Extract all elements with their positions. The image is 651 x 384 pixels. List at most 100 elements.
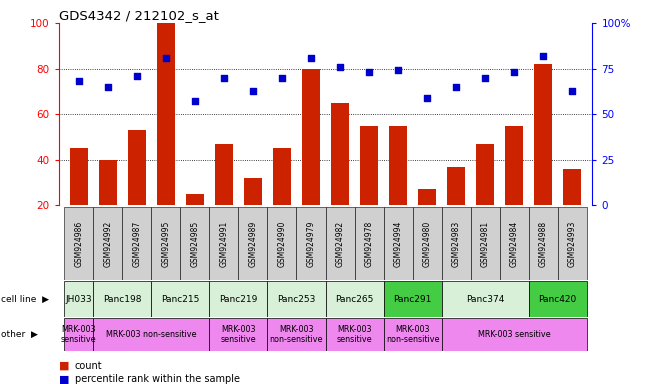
Bar [471, 207, 499, 280]
Point [451, 84, 462, 90]
Point [422, 95, 432, 101]
Bar [93, 281, 152, 317]
Point [393, 68, 403, 74]
Bar [210, 318, 268, 351]
Bar [326, 207, 355, 280]
Text: MRK-003
sensitive: MRK-003 sensitive [337, 325, 372, 344]
Point [306, 55, 316, 61]
Text: count: count [75, 361, 102, 371]
Bar [529, 281, 587, 317]
Text: MRK-003
non-sensitive: MRK-003 non-sensitive [386, 325, 439, 344]
Bar [268, 281, 326, 317]
Text: GSM924988: GSM924988 [538, 221, 547, 267]
Text: MRK-003
sensitive: MRK-003 sensitive [61, 325, 97, 344]
Text: GDS4342 / 212102_s_at: GDS4342 / 212102_s_at [59, 9, 219, 22]
Text: Panc374: Panc374 [466, 295, 505, 304]
Text: Panc253: Panc253 [277, 295, 316, 304]
Bar [499, 207, 529, 280]
Text: Panc215: Panc215 [161, 295, 200, 304]
Bar [505, 126, 523, 251]
Point [335, 64, 345, 70]
Bar [383, 281, 441, 317]
Bar [447, 167, 465, 251]
Text: GSM924993: GSM924993 [568, 221, 577, 267]
Bar [273, 149, 291, 251]
Bar [244, 178, 262, 251]
Text: GSM924984: GSM924984 [510, 221, 519, 267]
Point [509, 69, 519, 75]
Text: GSM924994: GSM924994 [394, 221, 402, 267]
Text: GSM924986: GSM924986 [74, 221, 83, 267]
Bar [383, 318, 441, 351]
Bar [238, 207, 268, 280]
Text: Panc219: Panc219 [219, 295, 258, 304]
Text: ■: ■ [59, 374, 69, 384]
Point [103, 84, 113, 90]
Point [219, 74, 229, 81]
Bar [99, 160, 117, 251]
Text: GSM924987: GSM924987 [132, 221, 141, 267]
Bar [64, 318, 93, 351]
Bar [186, 194, 204, 251]
Point [132, 73, 142, 79]
Text: GSM924983: GSM924983 [452, 221, 460, 267]
Text: GSM924985: GSM924985 [191, 221, 199, 267]
Text: GSM924995: GSM924995 [161, 221, 171, 267]
Text: MRK-003
sensitive: MRK-003 sensitive [221, 325, 256, 344]
Bar [215, 144, 232, 251]
Text: cell line  ▶: cell line ▶ [1, 295, 49, 304]
Text: GSM924982: GSM924982 [335, 221, 344, 267]
Text: GSM924989: GSM924989 [249, 221, 257, 267]
Bar [413, 207, 441, 280]
Bar [441, 318, 587, 351]
Bar [296, 207, 326, 280]
Point [567, 88, 577, 94]
Text: ■: ■ [59, 361, 69, 371]
Text: GSM924980: GSM924980 [422, 221, 432, 267]
Point [189, 98, 200, 104]
Text: Panc198: Panc198 [103, 295, 142, 304]
Point [480, 74, 490, 81]
Text: GSM924978: GSM924978 [365, 221, 374, 267]
Point [248, 88, 258, 94]
Bar [441, 207, 471, 280]
Text: GSM924981: GSM924981 [480, 221, 490, 267]
Text: MRK-003 sensitive: MRK-003 sensitive [478, 330, 550, 339]
Bar [326, 318, 383, 351]
Text: Panc265: Panc265 [335, 295, 374, 304]
Text: percentile rank within the sample: percentile rank within the sample [75, 374, 240, 384]
Text: JH033: JH033 [66, 295, 92, 304]
Bar [529, 207, 558, 280]
Bar [128, 130, 146, 251]
Bar [360, 126, 378, 251]
Point [364, 69, 374, 75]
Bar [534, 64, 552, 251]
Bar [302, 69, 320, 251]
Bar [152, 281, 210, 317]
Text: MRK-003
non-sensitive: MRK-003 non-sensitive [270, 325, 324, 344]
Bar [419, 189, 436, 251]
Bar [331, 103, 349, 251]
Bar [268, 207, 296, 280]
Bar [210, 281, 268, 317]
Text: Panc420: Panc420 [538, 295, 577, 304]
Text: GSM924979: GSM924979 [307, 221, 316, 267]
Bar [563, 169, 581, 251]
Bar [93, 318, 210, 351]
Bar [158, 23, 174, 251]
Bar [268, 318, 326, 351]
Bar [64, 281, 93, 317]
Bar [93, 207, 122, 280]
Bar [210, 207, 238, 280]
Bar [355, 207, 383, 280]
Point [161, 55, 171, 61]
Bar [122, 207, 152, 280]
Bar [326, 281, 383, 317]
Bar [70, 149, 88, 251]
Point [74, 78, 84, 84]
Point [277, 74, 287, 81]
Text: other  ▶: other ▶ [1, 330, 38, 339]
Point [538, 53, 548, 59]
Bar [558, 207, 587, 280]
Bar [180, 207, 210, 280]
